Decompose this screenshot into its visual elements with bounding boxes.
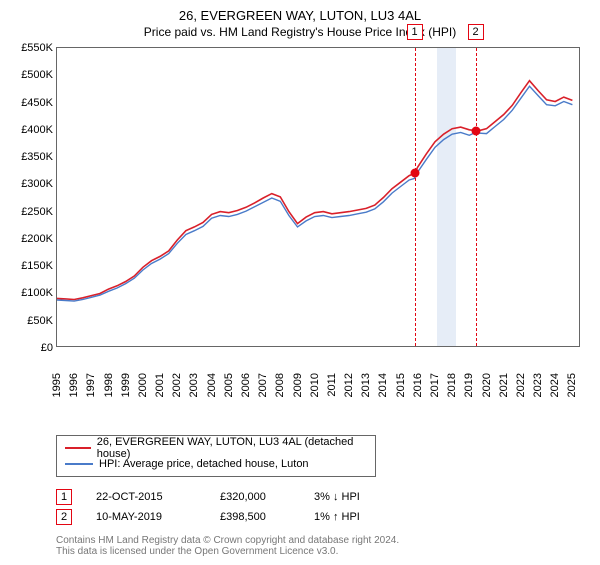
- legend-label: 26, EVERGREEN WAY, LUTON, LU3 4AL (detac…: [97, 436, 367, 460]
- transaction-delta: 1% ↑ HPI: [314, 511, 394, 523]
- chart-title: 26, EVERGREEN WAY, LUTON, LU3 4AL: [12, 8, 588, 23]
- line-chart-svg: [57, 48, 581, 348]
- transaction-date: 10-MAY-2019: [96, 511, 196, 523]
- legend-item: 26, EVERGREEN WAY, LUTON, LU3 4AL (detac…: [65, 440, 367, 456]
- legend-swatch: [65, 463, 93, 465]
- transaction-delta: 3% ↓ HPI: [314, 491, 394, 503]
- chart-area: 12£0£50K£100K£150K£200K£250K£300K£350K£4…: [56, 47, 588, 387]
- plot-region: 12£0£50K£100K£150K£200K£250K£300K£350K£4…: [56, 47, 580, 347]
- transaction-marker: 2: [56, 509, 72, 525]
- legend-label: HPI: Average price, detached house, Luto…: [99, 458, 309, 470]
- chart-subtitle: Price paid vs. HM Land Registry's House …: [12, 25, 588, 39]
- footer-line: This data is licensed under the Open Gov…: [56, 546, 588, 557]
- transaction-row: 1 22-OCT-2015 £320,000 3% ↓ HPI: [56, 487, 588, 507]
- transaction-price: £398,500: [220, 511, 290, 523]
- legend-swatch: [65, 447, 91, 449]
- transaction-price: £320,000: [220, 491, 290, 503]
- transactions-table: 1 22-OCT-2015 £320,000 3% ↓ HPI 2 10-MAY…: [56, 487, 588, 527]
- transaction-row: 2 10-MAY-2019 £398,500 1% ↑ HPI: [56, 507, 588, 527]
- footer: Contains HM Land Registry data © Crown c…: [56, 535, 588, 557]
- legend: 26, EVERGREEN WAY, LUTON, LU3 4AL (detac…: [56, 435, 376, 477]
- footer-line: Contains HM Land Registry data © Crown c…: [56, 535, 588, 546]
- transaction-date: 22-OCT-2015: [96, 491, 196, 503]
- transaction-marker: 1: [56, 489, 72, 505]
